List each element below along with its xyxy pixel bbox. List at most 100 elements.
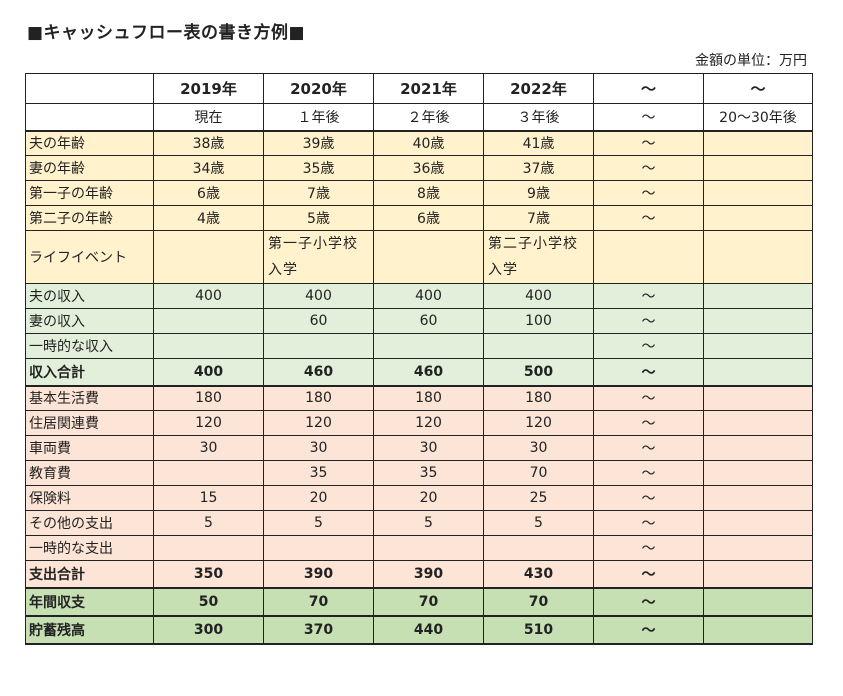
value-cell xyxy=(593,230,704,284)
row-label: 妻の年齢 xyxy=(25,155,154,181)
row-wife-age: 妻の年齢 34歳 35歳 36歳 37歳〜 xyxy=(25,155,813,181)
value-cell xyxy=(703,130,813,156)
value-cell: 20 xyxy=(373,485,484,511)
value-cell: 39歳 xyxy=(263,130,374,156)
relative-cell: 20〜30年後 xyxy=(703,103,813,132)
row-husband-age: 夫の年齢 38歳 39歳 40歳 41歳〜 xyxy=(25,130,813,156)
row-label: その他の支出 xyxy=(25,510,154,536)
value-cell xyxy=(373,535,484,561)
value-cell: 6歳 xyxy=(153,180,264,206)
value-cell: 120 xyxy=(483,410,594,436)
value-cell: 70 xyxy=(483,586,594,617)
value-cell: 第二子小学校入学 xyxy=(483,230,594,284)
value-cell: 300 xyxy=(153,614,264,645)
row-insurance: 保険料 15 20 20 25 〜 xyxy=(25,485,813,511)
value-cell: 第一子小学校入学 xyxy=(263,230,374,284)
value-cell: 510 xyxy=(483,614,594,645)
value-cell: 120 xyxy=(373,410,484,436)
value-cell: 35 xyxy=(263,460,374,486)
row-temp-income: 一時的な収入 〜 xyxy=(25,333,813,359)
value-cell: 30 xyxy=(483,435,594,461)
value-cell: 180 xyxy=(263,385,374,411)
value-cell: 500 xyxy=(483,358,594,387)
row-vehicle-cost: 車両費 30 30 30 30 〜 xyxy=(25,435,813,461)
row-label: 年間収支 xyxy=(25,586,154,617)
value-cell xyxy=(483,333,594,359)
row-housing-cost: 住居関連費 120 120 120 120 〜 xyxy=(25,410,813,436)
value-cell: 〜 xyxy=(593,485,704,511)
value-cell xyxy=(373,230,484,284)
value-cell: 〜 xyxy=(593,614,704,645)
row-life-event: ライフイベント 第一子小学校入学 第二子小学校入学 xyxy=(25,230,813,284)
value-cell: 〜 xyxy=(593,385,704,411)
value-cell: 40歳 xyxy=(373,130,484,156)
row-label: 住居関連費 xyxy=(25,410,154,436)
value-cell: 35歳 xyxy=(263,155,374,181)
year-cell: 2022年 xyxy=(483,73,594,104)
value-cell xyxy=(703,385,813,411)
value-cell: 60 xyxy=(263,308,374,334)
value-cell xyxy=(703,510,813,536)
relative-cell: 現在 xyxy=(153,103,264,132)
value-cell: 400 xyxy=(483,283,594,309)
value-cell: 〜 xyxy=(593,460,704,486)
value-cell xyxy=(153,333,264,359)
value-cell xyxy=(263,333,374,359)
value-cell: 30 xyxy=(153,435,264,461)
value-cell: 5歳 xyxy=(263,205,374,231)
value-cell: 60 xyxy=(373,308,484,334)
value-cell: 15 xyxy=(153,485,264,511)
year-cell: 2019年 xyxy=(153,73,264,104)
value-cell: 6歳 xyxy=(373,205,484,231)
row-label: 第一子の年齢 xyxy=(25,180,154,206)
value-cell: 〜 xyxy=(593,358,704,387)
value-cell: 〜 xyxy=(593,155,704,181)
row-label: 支出合計 xyxy=(25,560,154,589)
value-cell: 〜 xyxy=(593,535,704,561)
value-cell xyxy=(483,535,594,561)
row-label: 一時的な支出 xyxy=(25,535,154,561)
value-cell: 〜 xyxy=(593,130,704,156)
value-cell: 120 xyxy=(263,410,374,436)
value-cell: 〜 xyxy=(593,205,704,231)
value-cell: 5 xyxy=(263,510,374,536)
value-cell: 5 xyxy=(483,510,594,536)
value-cell xyxy=(703,205,813,231)
value-cell: 70 xyxy=(263,586,374,617)
header-row-years: 2019年 2020年 2021年 2022年 〜 〜 xyxy=(25,73,813,104)
value-cell xyxy=(703,230,813,284)
value-cell: 41歳 xyxy=(483,130,594,156)
value-cell: 100 xyxy=(483,308,594,334)
header-row-relative: 現在 １年後 ２年後 ３年後 〜 20〜30年後 xyxy=(25,103,813,132)
row-label: 車両費 xyxy=(25,435,154,461)
row-label: 基本生活費 xyxy=(25,385,154,411)
row-label: 一時的な収入 xyxy=(25,333,154,359)
value-cell: 400 xyxy=(153,283,264,309)
value-cell: 390 xyxy=(373,560,484,589)
year-cell: 2020年 xyxy=(263,73,374,104)
value-cell xyxy=(703,560,813,589)
row-temp-expense: 一時的な支出 〜 xyxy=(25,535,813,561)
value-cell xyxy=(703,308,813,334)
value-cell: 70 xyxy=(373,586,484,617)
value-cell xyxy=(153,308,264,334)
row-expense-total: 支出合計 350 390 390 430 〜 xyxy=(25,560,813,589)
page-title: ■キャッシュフロー表の書き方例■ xyxy=(27,23,306,43)
relative-cell: １年後 xyxy=(263,103,374,132)
value-cell: 4歳 xyxy=(153,205,264,231)
value-cell: 〜 xyxy=(593,283,704,309)
value-cell: 70 xyxy=(483,460,594,486)
value-cell xyxy=(153,230,264,284)
value-cell: 180 xyxy=(483,385,594,411)
year-cell: 2021年 xyxy=(373,73,484,104)
relative-cell: 〜 xyxy=(593,103,704,132)
row-child1-age: 第一子の年齢 6歳 7歳 8歳 9歳〜 xyxy=(25,180,813,206)
value-cell: 〜 xyxy=(593,510,704,536)
value-cell: 34歳 xyxy=(153,155,264,181)
value-cell xyxy=(703,358,813,387)
value-cell: 〜 xyxy=(593,560,704,589)
row-income-total: 収入合計 400 460 460 500 〜 xyxy=(25,358,813,387)
value-cell: 460 xyxy=(263,358,374,387)
row-label: 教育費 xyxy=(25,460,154,486)
value-cell: 400 xyxy=(153,358,264,387)
